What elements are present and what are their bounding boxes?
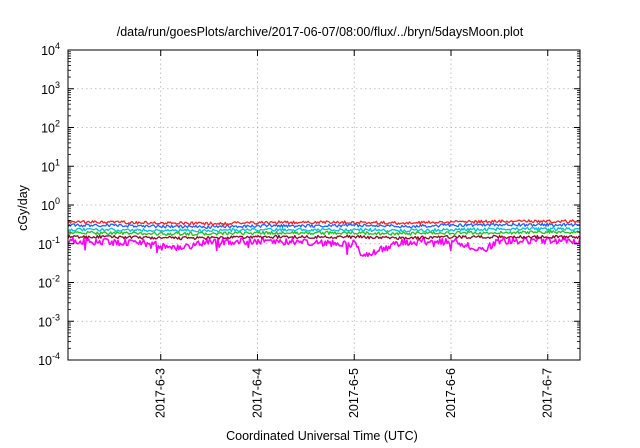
y-tick-labels: 10-4 10-3 10-2 10-1 100 101 102 103 104 (38, 41, 60, 368)
series-line (67, 226, 581, 233)
x-axis-label: Coordinated Universal Time (UTC) (226, 429, 418, 443)
y-tick-label: 10-3 (38, 312, 60, 329)
series-line (67, 219, 581, 226)
series-line (67, 222, 581, 230)
y-tick-label: 100 (41, 196, 60, 213)
x-tick-labels: 2017-6-3 2017-6-4 2017-6-5 2017-6-6 2017-6-7 (154, 368, 555, 418)
y-tick-label: 10-2 (38, 274, 60, 291)
series-line (67, 229, 581, 237)
y-tick-label: 104 (41, 41, 60, 58)
data-series (67, 219, 581, 258)
y-axis-label: cGy/day (16, 184, 30, 231)
axis-ticks (68, 49, 580, 361)
y-tick-label: 10-1 (38, 235, 60, 252)
y-tick-label: 101 (41, 157, 60, 174)
series-line (67, 234, 581, 241)
x-tick-label: 2017-6-4 (250, 368, 264, 418)
series-line (67, 236, 581, 258)
x-tick-label: 2017-6-3 (154, 368, 168, 418)
y-tick-label: 102 (41, 119, 60, 136)
y-tick-label: 10-4 (38, 351, 60, 368)
x-tick-label: 2017-6-5 (347, 368, 361, 418)
chart-title: /data/run/goesPlots/archive/2017-06-07/0… (117, 25, 524, 39)
x-tick-label: 2017-6-7 (541, 368, 555, 418)
y-tick-label: 103 (41, 80, 60, 97)
x-tick-label: 2017-6-6 (444, 368, 458, 418)
grid-lines (68, 50, 580, 360)
